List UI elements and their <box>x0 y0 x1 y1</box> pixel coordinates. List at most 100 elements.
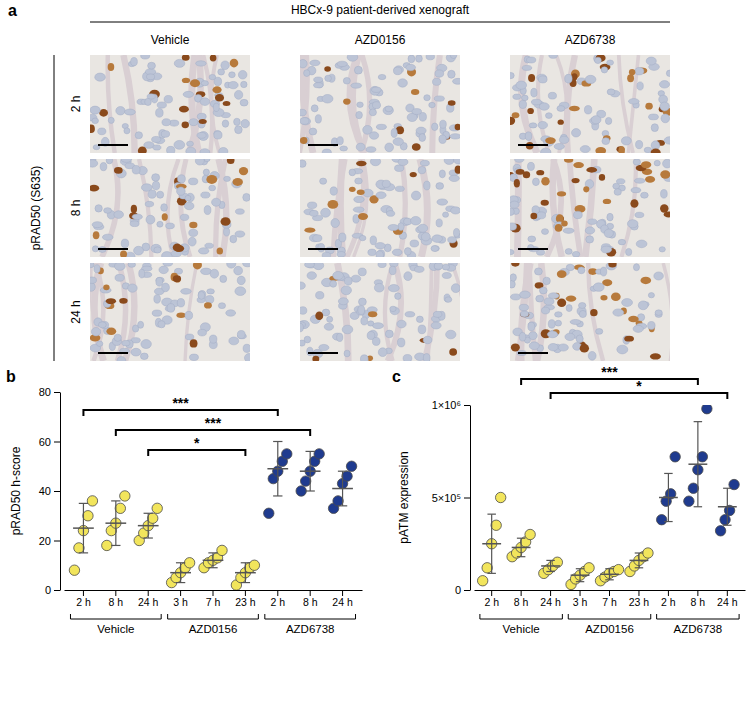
nucleus <box>90 106 100 114</box>
data-point <box>120 491 130 501</box>
error-cap <box>723 488 731 489</box>
nucleus <box>538 121 548 128</box>
nucleus <box>659 247 665 252</box>
nucleus <box>586 167 597 173</box>
nucleus <box>635 212 644 217</box>
nucleus <box>204 206 211 215</box>
x-tick-mark <box>277 590 278 596</box>
nucleus <box>106 298 116 304</box>
scale-bar <box>98 352 128 354</box>
micrograph-background <box>510 263 670 361</box>
nucleus <box>184 202 194 210</box>
y-tick-label: 40 <box>39 485 51 497</box>
y-tick: 1×10⁶ <box>432 399 470 411</box>
mean-line <box>332 488 353 490</box>
y-tick-label: 60 <box>39 436 51 448</box>
x-tick: 2 h <box>484 590 499 608</box>
y-tick: 0 <box>45 584 60 596</box>
nucleus <box>300 109 306 116</box>
error-cap <box>144 537 153 538</box>
nucleus <box>349 169 356 176</box>
nucleus <box>220 275 227 282</box>
y-tick-label: 80 <box>39 386 51 398</box>
nucleus <box>534 268 542 275</box>
nucleus <box>90 263 94 268</box>
stroma <box>400 159 406 257</box>
x-tick-label: 23 h <box>235 596 256 608</box>
nucleus <box>95 73 106 81</box>
error-cap <box>605 579 613 580</box>
nucleus <box>324 323 333 330</box>
nucleus <box>564 159 573 163</box>
nucleus <box>631 188 641 193</box>
y-axis: 05×10⁵1×10⁶ <box>432 399 471 596</box>
nucleus <box>313 263 324 270</box>
nucleus <box>199 119 207 124</box>
nucleus <box>424 95 431 101</box>
nucleus <box>235 287 246 296</box>
nucleus <box>198 248 208 254</box>
stroma <box>588 263 603 361</box>
data-point <box>184 558 194 568</box>
data-point <box>495 492 505 502</box>
x-tick-label: 24 h <box>332 596 353 608</box>
nucleus <box>243 263 250 267</box>
x-tick: 2 h <box>76 590 91 608</box>
error-cap <box>79 552 88 553</box>
y-tick-mark <box>54 590 60 591</box>
nucleus <box>203 169 209 175</box>
nucleus <box>641 192 649 198</box>
column-label: Vehicle <box>151 33 190 47</box>
mean-line <box>718 506 737 508</box>
nucleus <box>440 120 447 128</box>
error-cap <box>576 581 584 582</box>
nucleus <box>420 160 429 166</box>
nucleus <box>572 178 580 183</box>
nucleus <box>205 243 214 248</box>
nucleus <box>573 162 584 168</box>
mean-line <box>170 572 191 574</box>
stroma <box>547 159 562 257</box>
error-cap <box>111 500 120 501</box>
nucleus <box>548 92 556 99</box>
nucleus <box>98 128 106 135</box>
nucleus <box>310 210 318 216</box>
significance-label: *** <box>205 415 222 431</box>
micrograph <box>300 263 460 361</box>
group-label: AZD0156 <box>585 623 634 635</box>
nucleus <box>92 246 98 252</box>
x-tick: 8 h <box>303 590 318 608</box>
nucleus <box>510 274 516 281</box>
nucleus <box>633 325 643 332</box>
nucleus <box>90 185 99 192</box>
nucleus <box>200 149 210 153</box>
error-cap <box>176 562 185 563</box>
nucleus <box>320 178 327 184</box>
nucleus <box>373 323 384 329</box>
nucleus <box>510 201 519 208</box>
nucleus <box>152 181 159 190</box>
x-tick: 24 h <box>138 590 159 608</box>
nucleus <box>214 131 222 139</box>
group-label: AZD0156 <box>189 623 238 635</box>
nucleus <box>314 77 323 82</box>
nucleus <box>448 70 456 78</box>
nucleus <box>555 224 563 232</box>
x-tick: 7 h <box>602 590 617 608</box>
nucleus <box>121 239 128 248</box>
nucleus <box>555 312 563 317</box>
nucleus <box>235 231 245 237</box>
stroma <box>663 263 670 361</box>
group-label: Vehicle <box>97 623 134 635</box>
nucleus <box>198 329 207 336</box>
nucleus <box>201 81 208 86</box>
nucleus <box>205 296 213 304</box>
nucleus <box>661 190 668 199</box>
nucleus <box>641 161 651 168</box>
nucleus <box>580 344 589 353</box>
nucleus <box>312 356 319 361</box>
group-label: AZD6738 <box>286 623 335 635</box>
nucleus <box>406 64 416 70</box>
nucleus <box>241 81 247 87</box>
data-point <box>296 486 306 496</box>
